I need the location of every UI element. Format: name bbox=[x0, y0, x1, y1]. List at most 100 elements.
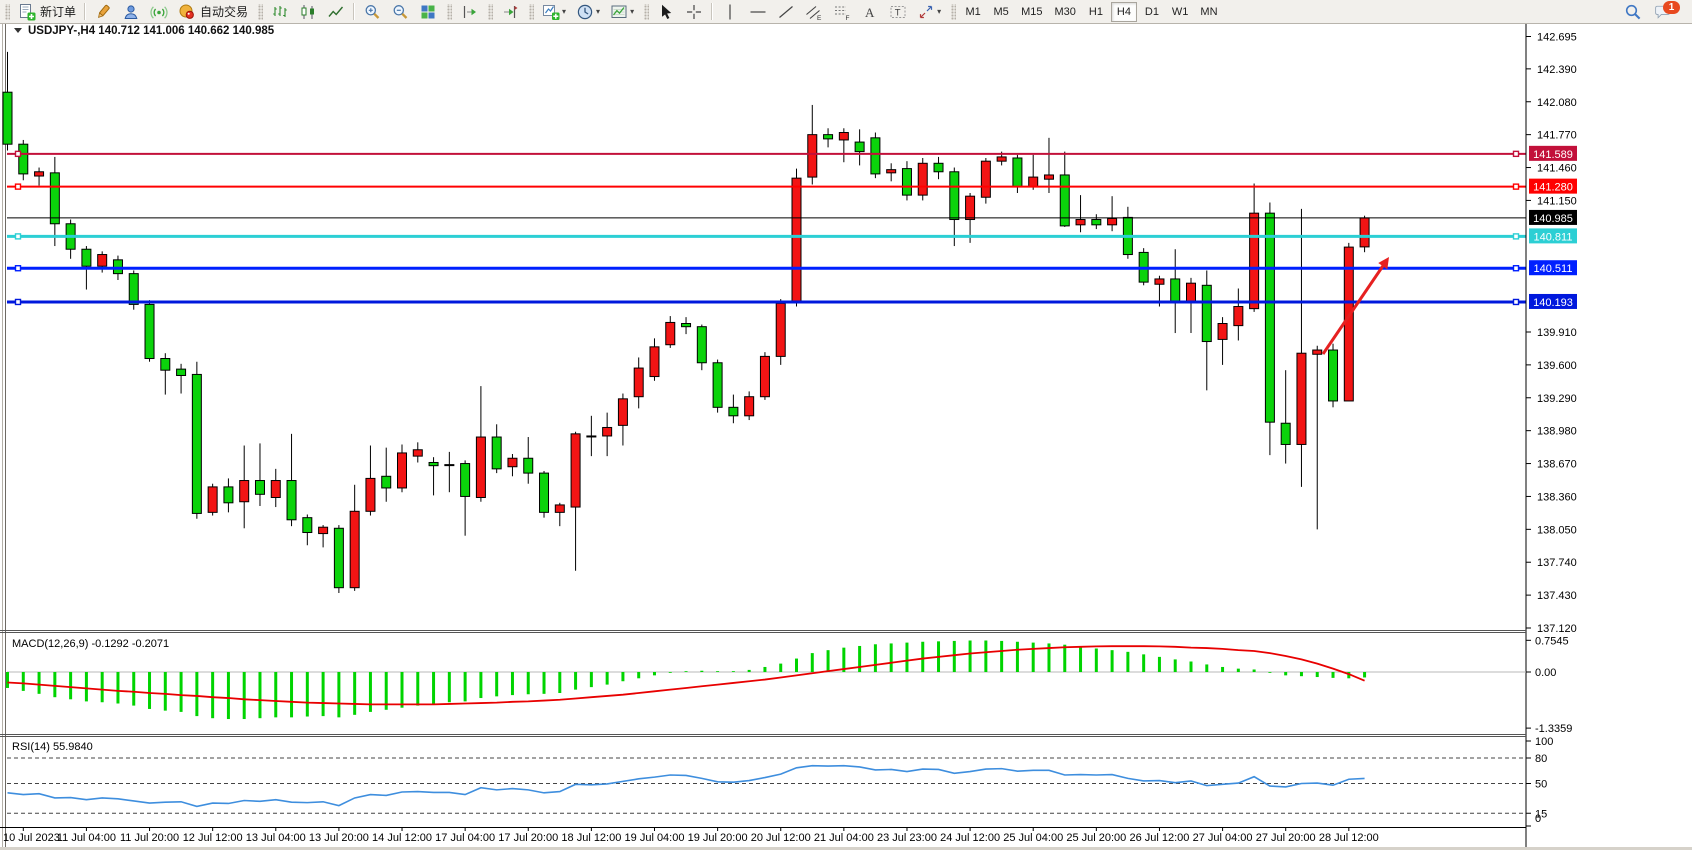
arrow-annotation[interactable] bbox=[1321, 257, 1389, 355]
arrows-icon bbox=[919, 5, 933, 18]
timeframe-m15-button[interactable]: M15 bbox=[1016, 2, 1047, 22]
macd-axis-label: 0.7545 bbox=[1535, 635, 1569, 647]
fibonacci-button[interactable]: F bbox=[829, 1, 855, 22]
time-axis-label: 26 Jul 12:00 bbox=[1129, 832, 1189, 844]
vertical-line-button[interactable] bbox=[717, 1, 743, 22]
fibonacci-icon: F bbox=[835, 5, 850, 21]
time-axis-label: 14 Jul 12:00 bbox=[372, 832, 432, 844]
price-axis-label: 138.360 bbox=[1537, 491, 1577, 503]
time-axis-label: 27 Jul 20:00 bbox=[1256, 832, 1316, 844]
arrows-button[interactable]: ▾ bbox=[913, 1, 945, 22]
time-axis-label: 17 Jul 04:00 bbox=[435, 832, 495, 844]
text-button[interactable]: A bbox=[857, 1, 883, 22]
one-click-trading-arrow[interactable] bbox=[14, 28, 22, 33]
line-handle[interactable] bbox=[1512, 265, 1520, 272]
macd-axis-label: -1.3359 bbox=[1535, 723, 1572, 735]
price-axis-label: 141.770 bbox=[1537, 130, 1577, 142]
price-axis-label: 139.910 bbox=[1537, 327, 1577, 339]
toolbar-grip bbox=[951, 3, 957, 20]
line-handle[interactable] bbox=[1512, 298, 1520, 306]
templates-button[interactable]: ▾ bbox=[606, 1, 638, 22]
timeframe-h4-button[interactable]: H4 bbox=[1110, 1, 1137, 22]
text-label-button[interactable]: T bbox=[885, 1, 911, 22]
search-button[interactable] bbox=[1618, 1, 1648, 23]
trendline-button[interactable] bbox=[773, 1, 799, 22]
cursor-button[interactable] bbox=[653, 1, 679, 22]
toolbar-grip bbox=[529, 3, 535, 20]
notifications-button[interactable]: 1 bbox=[1648, 0, 1680, 23]
crosshair-button[interactable] bbox=[681, 1, 707, 22]
chevron-down-icon: ▾ bbox=[630, 7, 635, 16]
price-lines-layer[interactable] bbox=[7, 150, 1526, 306]
price-badge-141.280 bbox=[1529, 178, 1577, 194]
candlestick-button[interactable] bbox=[295, 1, 321, 22]
indicators-button[interactable]: ▾ bbox=[538, 1, 570, 22]
line-handle[interactable] bbox=[14, 183, 22, 190]
line-chart-button[interactable] bbox=[323, 1, 349, 22]
periods-button[interactable]: ▾ bbox=[572, 1, 604, 22]
styler-button[interactable] bbox=[90, 1, 116, 22]
price-badge-text: 140.985 bbox=[1533, 213, 1573, 225]
line-handle[interactable] bbox=[1512, 183, 1520, 190]
svg-text:F: F bbox=[846, 15, 850, 21]
timeframe-w1-button[interactable]: W1 bbox=[1167, 2, 1194, 22]
line-handle[interactable] bbox=[14, 265, 22, 272]
chart-shift-button[interactable] bbox=[456, 1, 482, 22]
horizontal-line-button[interactable] bbox=[745, 1, 771, 22]
timeframe-m30-button[interactable]: M30 bbox=[1050, 2, 1081, 22]
price-axis-label: 141.460 bbox=[1537, 163, 1577, 175]
line-handle[interactable] bbox=[14, 150, 22, 158]
zoom-out-button[interactable] bbox=[387, 1, 413, 22]
crayon-icon bbox=[98, 4, 110, 18]
time-axis-label: 11 Jul 04:00 bbox=[57, 832, 116, 844]
price-axis-label: 137.430 bbox=[1537, 590, 1577, 602]
rsi-axis-label: 50 bbox=[1535, 779, 1547, 791]
time-axis-label: 11 Jul 20:00 bbox=[120, 832, 179, 844]
time-axis-label: 21 Jul 04:00 bbox=[814, 832, 874, 844]
trendline-icon bbox=[779, 5, 793, 18]
line-handle[interactable] bbox=[14, 233, 22, 240]
toolbar-grip bbox=[447, 3, 453, 20]
timeframe-m5-button[interactable]: M5 bbox=[988, 2, 1014, 22]
signal-icon bbox=[150, 5, 168, 19]
price-badge-140.811 bbox=[1529, 228, 1577, 244]
auto-scroll-button[interactable] bbox=[497, 1, 523, 22]
new-order-button[interactable]: 新订单 bbox=[14, 1, 80, 22]
line-handle[interactable] bbox=[14, 298, 22, 306]
time-axis-label: 25 Jul 20:00 bbox=[1066, 832, 1126, 844]
svg-text:A: A bbox=[865, 5, 875, 20]
time-axis-label: 19 Jul 04:00 bbox=[625, 832, 685, 844]
news-button[interactable] bbox=[146, 1, 172, 22]
zoom-in-button[interactable] bbox=[359, 1, 385, 22]
timeframe-mn-button[interactable]: MN bbox=[1195, 2, 1222, 22]
time-axis-label: 28 Jul 12:00 bbox=[1319, 832, 1379, 844]
line-handle[interactable] bbox=[1512, 150, 1520, 158]
rsi-axis-label: 15 bbox=[1535, 808, 1547, 820]
macd-label: MACD(12,26,9) -0.1292 -0.2071 bbox=[12, 638, 169, 650]
timeframe-d1-button[interactable]: D1 bbox=[1139, 2, 1165, 22]
price-axis[interactable]: 142.695 142.390 142.080 141.770 141.460 141.1… bbox=[1525, 24, 1577, 847]
price-axis-label: 137.120 bbox=[1537, 623, 1577, 635]
chevron-down-icon: ▾ bbox=[937, 7, 942, 16]
rsi-axis-label: 100 bbox=[1535, 736, 1553, 748]
chart-background bbox=[0, 23, 1692, 850]
new-order-icon bbox=[20, 3, 36, 20]
main-chart-pane[interactable] bbox=[7, 24, 1526, 630]
time-axis-label: 13 Jul 04:00 bbox=[246, 832, 306, 844]
tile-windows-button[interactable] bbox=[415, 1, 441, 22]
bar-chart-button[interactable] bbox=[267, 1, 293, 22]
auto-trading-button[interactable]: 自动交易 bbox=[174, 1, 252, 22]
time-axis-label: 18 Jul 12:00 bbox=[561, 832, 621, 844]
profile-icon bbox=[124, 4, 138, 19]
profile-button[interactable] bbox=[118, 1, 144, 22]
line-handle[interactable] bbox=[1512, 233, 1520, 240]
hline-icon bbox=[750, 10, 766, 13]
toolbar-separator bbox=[711, 3, 714, 20]
price-axis-label: 138.980 bbox=[1537, 426, 1577, 438]
timeframe-m1-button[interactable]: M1 bbox=[960, 2, 986, 22]
timeframe-h1-button[interactable]: H1 bbox=[1083, 2, 1109, 22]
macd-pane[interactable] bbox=[7, 633, 1526, 734]
equidistant-channel-button[interactable]: E bbox=[801, 1, 827, 22]
